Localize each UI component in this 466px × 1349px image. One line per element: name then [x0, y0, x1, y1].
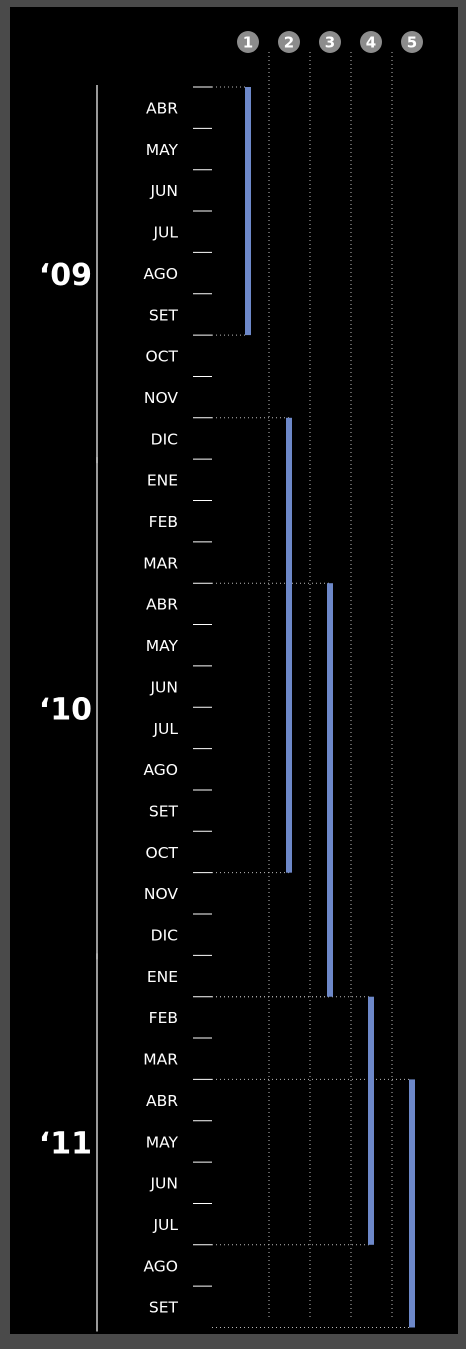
column-badge [360, 31, 382, 53]
task-bar [327, 583, 333, 997]
task-bar [286, 417, 292, 873]
column-badge [237, 31, 259, 53]
month-label: ENE [147, 968, 178, 986]
month-label: ABR [146, 100, 178, 118]
column-number: 2 [284, 34, 294, 52]
year-label: ‘11 [39, 1126, 92, 1161]
month-label: AGO [143, 1257, 178, 1275]
month-label: MAR [143, 1051, 178, 1069]
column-number: 5 [407, 34, 417, 52]
month-label: FEB [149, 1009, 178, 1027]
month-label: SET [149, 306, 179, 324]
month-label: MAY [146, 1133, 179, 1151]
chart-background: ABR MAY JUN JUL AGO SET OCT NOV DIC ENE FEB MAR ABR M… [10, 7, 458, 1334]
column-number: 1 [243, 34, 253, 52]
month-label: AGO [143, 265, 178, 283]
month-label: JUN [149, 1175, 178, 1193]
month-label: DIC [151, 927, 178, 945]
month-label: JUL [152, 1216, 178, 1234]
month-label: ENE [147, 472, 178, 490]
month-label: FEB [149, 513, 178, 531]
year-label: ‘09 [39, 258, 92, 293]
month-label: JUL [152, 720, 178, 738]
month-label: NOV [144, 389, 179, 407]
timeline-chart: ABR MAY JUN JUL AGO SET OCT NOV DIC ENE FEB MAR ABR M… [39, 31, 423, 1332]
task-bar [409, 1079, 415, 1328]
month-label: MAY [146, 637, 179, 655]
column-number: 3 [325, 34, 335, 52]
month-label: SET [149, 802, 179, 820]
month-label: OCT [146, 348, 179, 366]
month-label: ABR [146, 596, 178, 614]
month-label: NOV [144, 885, 179, 903]
month-label: ABR [146, 1092, 178, 1110]
month-label: JUL [152, 224, 178, 242]
month-label: OCT [146, 844, 179, 862]
year-label: ‘10 [39, 692, 92, 727]
month-label: MAY [146, 141, 179, 159]
column-badge [319, 31, 341, 53]
task-bar [245, 87, 251, 336]
column-badge [401, 31, 423, 53]
month-label: DIC [151, 430, 178, 448]
month-label: MAR [143, 554, 178, 572]
task-bar [368, 996, 374, 1245]
month-label: JUN [149, 182, 178, 200]
month-label: JUN [149, 678, 178, 696]
month-label: SET [149, 1299, 179, 1317]
column-number: 4 [366, 34, 376, 52]
month-label: AGO [143, 761, 178, 779]
column-badge [278, 31, 300, 53]
